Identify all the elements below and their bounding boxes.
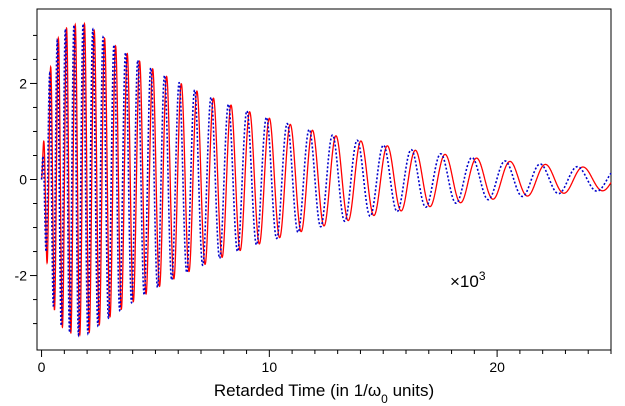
scale-annotation-exponent: 3	[479, 269, 486, 283]
x-tick-label: 0	[38, 359, 46, 375]
x-tick-label: 20	[489, 359, 505, 375]
y-tick-label: -2	[15, 268, 28, 284]
scale-annotation: ×103	[450, 269, 486, 291]
x-axis-title: Retarded Time (in 1/ω0 units)	[214, 381, 434, 406]
y-tick-label: 0	[19, 172, 27, 188]
plot-frame	[36, 8, 612, 351]
x-tick-label: 10	[262, 359, 278, 375]
axis-ticks: 0 10 20 -2 0 2	[15, 34, 612, 375]
x-axis-title-main: Retarded Time (in 1/ω	[214, 381, 381, 400]
y-tick-label: 2	[19, 75, 27, 91]
series-blue-dotted-line	[40, 21, 612, 338]
x-axis-title-subscript: 0	[381, 392, 388, 406]
series-red-solid-line	[40, 21, 612, 338]
scale-annotation-base: ×10	[450, 272, 479, 291]
x-axis-title-suffix: units)	[388, 381, 434, 400]
series-group	[40, 21, 612, 338]
